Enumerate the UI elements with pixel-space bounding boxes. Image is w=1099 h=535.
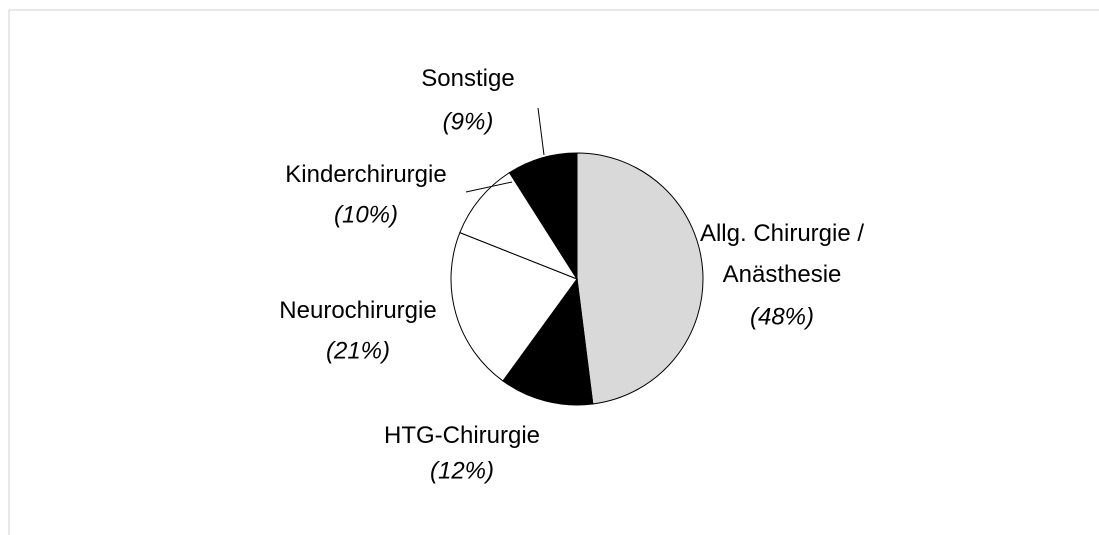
slice-label: Sonstige bbox=[421, 65, 514, 92]
pie-slice bbox=[508, 152, 578, 281]
slice-label-line: Sonstige bbox=[421, 65, 514, 92]
slice-label-line: Kinderchirurgie bbox=[285, 161, 446, 188]
leader-line bbox=[537, 107, 545, 156]
leader-line bbox=[465, 181, 513, 193]
slice-value-label: (9%) bbox=[443, 108, 494, 135]
pie-slice bbox=[459, 171, 579, 281]
slice-label: Neurochirurgie bbox=[279, 297, 436, 324]
slice-label: Kinderchirurgie bbox=[285, 161, 446, 188]
slice-label: Allg. Chirurgie / Anästhesie bbox=[700, 220, 864, 288]
slice-label-line: Neurochirurgie bbox=[279, 297, 436, 324]
slice-value-label: (48%) bbox=[750, 303, 814, 330]
slice-label-line: HTG-Chirurgie bbox=[384, 422, 540, 449]
slice-value-label: (12%) bbox=[430, 457, 494, 484]
slice-label: HTG-Chirurgie bbox=[384, 422, 540, 449]
slice-value-label: (10%) bbox=[334, 201, 398, 228]
pie-slice bbox=[502, 277, 594, 406]
slice-label-line: Allg. Chirurgie / bbox=[700, 220, 864, 247]
pie-slice bbox=[450, 231, 578, 382]
slice-value-label: (21%) bbox=[326, 337, 390, 364]
slice-label-line: Anästhesie bbox=[723, 261, 842, 288]
pie-slice bbox=[576, 152, 704, 405]
